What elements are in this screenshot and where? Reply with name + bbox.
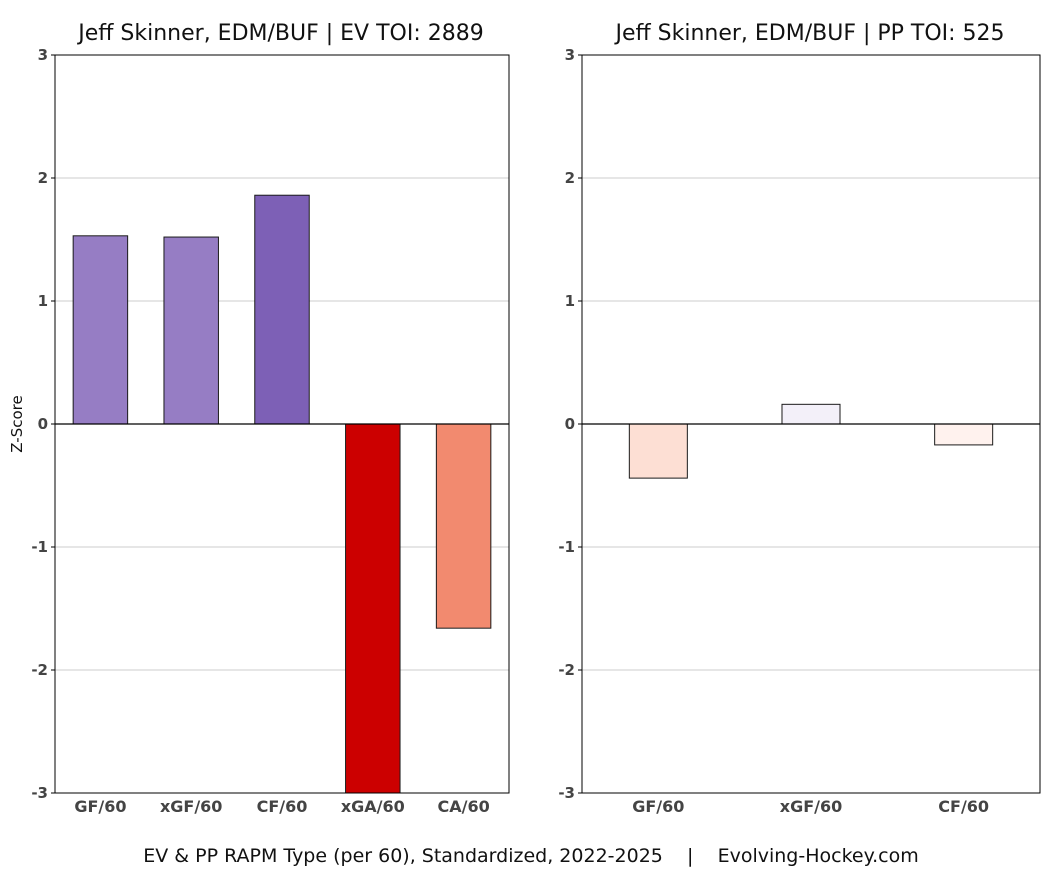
ev-x-tick-label: CA/60 <box>437 797 489 816</box>
pp-x-tick-label: CF/60 <box>938 797 989 816</box>
pp-y-tick-label: 0 <box>565 415 575 433</box>
ev-bar-cf-per-60 <box>254 194 310 425</box>
ev-y-tick-label: -3 <box>31 784 48 802</box>
ev-y-tick-label: -2 <box>31 661 48 679</box>
pp-bar-cf-per-60 <box>934 423 994 446</box>
pp-y-tick-label: 3 <box>565 46 575 64</box>
ev-rapm-panel: Jeff Skinner, EDM/BUF | EV TOI: 2889 GF/6… <box>8 21 510 816</box>
ev-x-tick-label: xGF/60 <box>160 797 223 816</box>
ev-chart-title: Jeff Skinner, EDM/BUF | EV TOI: 2889 <box>76 21 484 46</box>
pp-x-tick-label: GF/60 <box>632 797 684 816</box>
pp-bar-xgf-per-60 <box>781 403 841 425</box>
ev-x-tick-label: GF/60 <box>74 797 126 816</box>
pp-chart-title: Jeff Skinner, EDM/BUF | PP TOI: 525 <box>613 21 1004 46</box>
figure-caption: EV & PP RAPM Type (per 60), Standardized… <box>143 845 919 867</box>
pp-bar-gf-per-60 <box>628 423 688 479</box>
ev-y-tick-label: 0 <box>38 415 48 433</box>
pp-x-tick-label: xGF/60 <box>780 797 843 816</box>
ev-y-tick-label: 3 <box>38 46 48 64</box>
pp-y-tick-label: -2 <box>558 661 575 679</box>
ev-bar-xgf-per-60 <box>163 236 219 425</box>
ev-bar-gf-per-60 <box>72 235 129 425</box>
ev-bar-xga-per-60 <box>345 423 401 794</box>
pp-y-tick-label: 1 <box>565 292 575 310</box>
ev-y-tick-label: -1 <box>31 538 48 556</box>
pp-y-tick-label: 2 <box>565 169 575 187</box>
ev-bar-ca-per-60 <box>435 423 492 629</box>
ev-x-tick-label: CF/60 <box>257 797 308 816</box>
pp-rapm-panel: Jeff Skinner, EDM/BUF | PP TOI: 525 GF/60… <box>558 21 1041 816</box>
pp-y-tick-label: -1 <box>558 538 575 556</box>
ev-y-tick-label: 2 <box>38 169 48 187</box>
ev-x-tick-label: xGA/60 <box>341 797 405 816</box>
ev-y-tick-label: 1 <box>38 292 48 310</box>
ev-y-axis-label: Z-Score <box>8 395 26 452</box>
pp-y-tick-label: -3 <box>558 784 575 802</box>
